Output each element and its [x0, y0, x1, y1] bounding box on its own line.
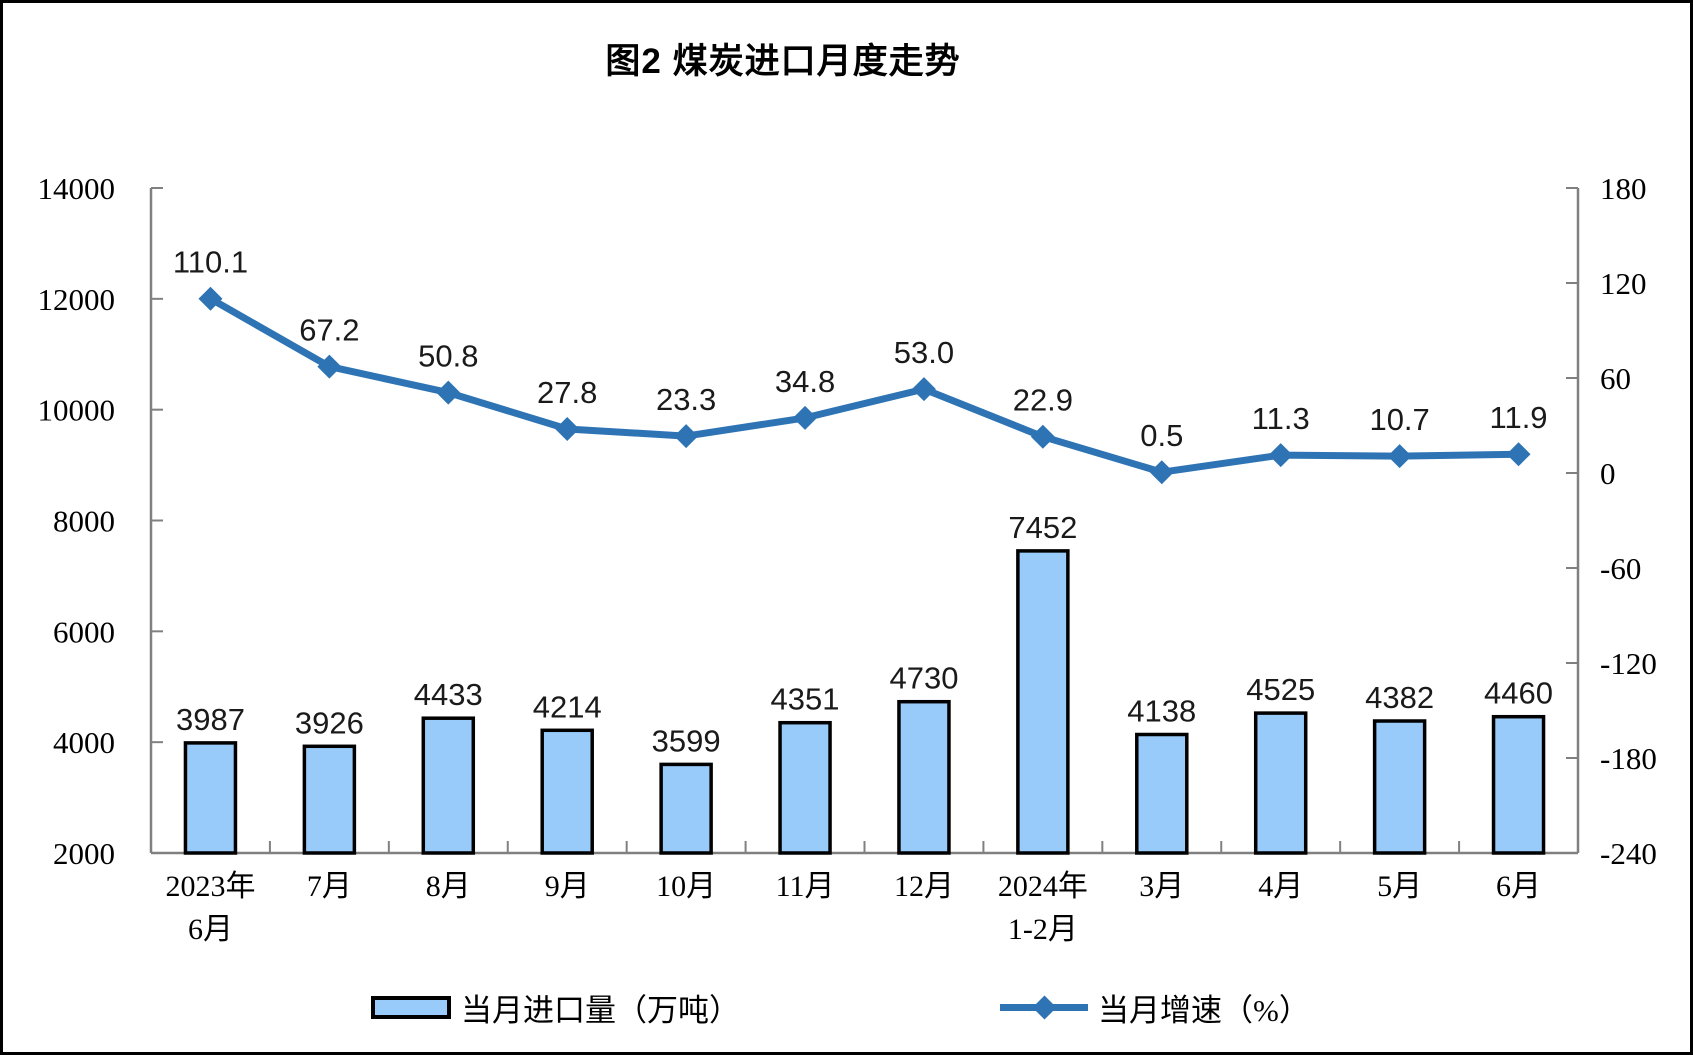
bar — [897, 699, 951, 855]
bar-data-label: 3987 — [176, 702, 245, 737]
line-data-label: 27.8 — [537, 375, 597, 410]
x-axis-label: 12月 — [894, 870, 954, 903]
line-marker — [793, 405, 818, 430]
left-axis-tick-label: 10000 — [38, 393, 116, 428]
bar-data-label: 4351 — [771, 682, 840, 717]
growth-line — [207, 295, 1522, 476]
right-axis-tick-label: -180 — [1600, 741, 1657, 776]
bar-data-label: 7452 — [1008, 510, 1077, 545]
x-axis-label: 6月 — [188, 913, 233, 946]
line-data-label: 67.2 — [299, 313, 359, 348]
bar — [421, 716, 476, 855]
line-data-label: 11.3 — [1252, 401, 1310, 436]
bar-data-label: 4214 — [533, 689, 602, 724]
line-marker — [1387, 444, 1412, 469]
bar — [1372, 719, 1427, 855]
left-axis-tick-label: 14000 — [38, 171, 116, 206]
x-axis-label: 8月 — [426, 870, 471, 903]
bar-series-swatch — [371, 996, 451, 1019]
chart-title: 图2 煤炭进口月度走势 — [605, 42, 961, 81]
axes: 2000 4000 6000 8000 10000 12000 14000 -240 -180 -… — [38, 171, 1657, 871]
line-data-label: 23.3 — [656, 382, 716, 417]
line-data-label: 11.9 — [1490, 400, 1548, 435]
bar — [540, 728, 594, 855]
line-data-label: 110.1 — [173, 245, 248, 280]
left-axis-tick-label: 6000 — [53, 614, 115, 649]
bar — [1135, 732, 1189, 855]
legend-label-imports: 当月进口量（万吨） — [461, 993, 740, 1028]
bar — [659, 762, 713, 855]
x-axis-label: 4月 — [1258, 870, 1303, 903]
x-axis-label: 9月 — [545, 870, 590, 903]
right-axis-tick-label: 180 — [1600, 171, 1647, 206]
left-axis-tick-label: 4000 — [53, 725, 115, 760]
right-axis-tick-label: -240 — [1600, 836, 1657, 871]
bar-data-label: 4460 — [1484, 676, 1553, 711]
line-marker — [198, 286, 223, 311]
bar-series: 3987 3926 4433 4214 3599 4351 4730 7452 4138 4525… — [176, 510, 1553, 855]
bar — [302, 744, 357, 855]
line-marker — [1149, 460, 1174, 485]
x-axis-label: 11月 — [776, 870, 835, 903]
bar-data-label: 4382 — [1365, 680, 1434, 715]
right-axis-tick-label: 0 — [1600, 456, 1616, 491]
line-marker — [1506, 442, 1531, 467]
bar-data-label: 4138 — [1127, 694, 1196, 729]
right-axis-tick-label: 60 — [1600, 361, 1631, 396]
legend-label-growth: 当月增速（%） — [1098, 993, 1310, 1028]
line-marker — [1268, 443, 1293, 468]
right-axis-tick-label: 120 — [1600, 266, 1647, 301]
line-data-label: 10.7 — [1369, 402, 1429, 437]
bar-data-label: 4525 — [1246, 672, 1315, 707]
line-marker — [1030, 424, 1055, 449]
left-axis-tick-label: 12000 — [38, 282, 116, 317]
line-series-swatch — [1000, 995, 1088, 1020]
bar — [1016, 549, 1070, 855]
left-axis-tick-label: 8000 — [53, 504, 115, 539]
line-marker — [436, 380, 461, 405]
line-data-label: 22.9 — [1013, 383, 1073, 418]
right-axis-tick-label: -60 — [1600, 551, 1641, 586]
line-data-label: 0.5 — [1140, 418, 1183, 453]
left-axis-tick-label: 2000 — [53, 836, 115, 871]
line-marker — [555, 417, 580, 441]
chart-canvas: 2000 4000 6000 8000 10000 12000 14000 -240 -180 -… — [38, 171, 1657, 946]
x-axis-label: 3月 — [1139, 870, 1184, 903]
bar-data-label: 4730 — [889, 661, 958, 696]
x-axis-label: 7月 — [307, 870, 352, 903]
line-marker — [317, 354, 342, 379]
x-axis-label: 10月 — [656, 870, 716, 903]
bar — [1491, 714, 1546, 855]
legend-item-growth: 当月增速（%） — [1000, 985, 1310, 1030]
bar-data-label: 4433 — [414, 677, 483, 712]
x-axis-labels: 2023年 6月 7月 8月 9月 10月 11月 12月 2024年 1-2月 3月 4月 5月 6月 — [165, 870, 1541, 946]
bar — [183, 741, 238, 855]
line-data-label: 53.0 — [894, 335, 954, 370]
x-axis-label: 2024年 — [998, 870, 1088, 903]
bar-data-label: 3926 — [295, 705, 364, 740]
line-data-label: 50.8 — [418, 339, 478, 374]
bar — [1253, 711, 1308, 855]
line-series: 110.1 67.2 50.8 27.8 23.3 34.8 53.0 22.9 0.5 11.3… — [173, 245, 1548, 485]
legend-item-imports: 当月进口量（万吨） — [371, 985, 740, 1030]
x-axis-label: 2023年 — [165, 870, 255, 903]
bar-data-label: 3599 — [652, 723, 721, 758]
diamond-marker-icon — [1032, 995, 1057, 1020]
line-data-label: 34.8 — [775, 364, 835, 399]
x-axis-label: 6月 — [1496, 870, 1541, 903]
x-axis-label: 5月 — [1377, 870, 1422, 903]
bar — [778, 720, 832, 855]
x-axis-label: 1-2月 — [1008, 913, 1078, 946]
line-marker — [674, 424, 699, 449]
line-marker — [911, 377, 936, 402]
right-axis-tick-label: -120 — [1600, 646, 1657, 681]
